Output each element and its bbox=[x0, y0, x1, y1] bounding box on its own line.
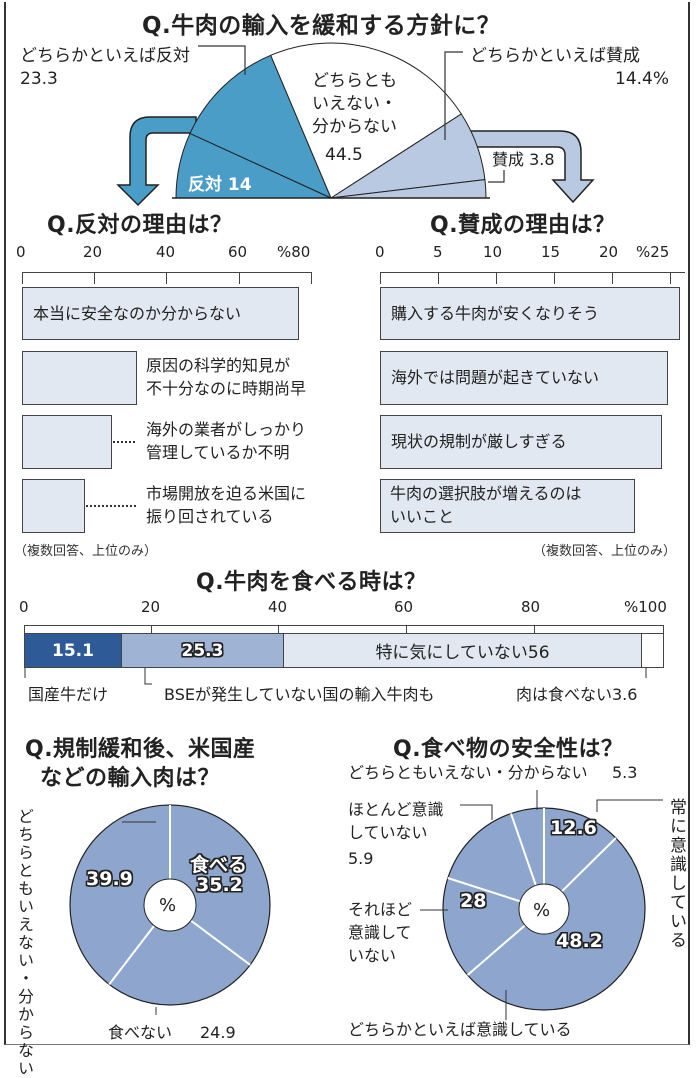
label-oppose-reason-3: 海外の業者がしっかり bbox=[146, 420, 307, 439]
title-imported-meat-1: Q.規制緩和後、米国産 bbox=[25, 737, 256, 762]
value-unsure: 39.9 bbox=[86, 868, 133, 890]
label-oppose-reason-4: 振り回されている bbox=[146, 507, 274, 526]
tick-label: 15 bbox=[541, 243, 561, 261]
value-hardly-aware: 5.9 bbox=[348, 849, 374, 868]
label-somewhat-oppose: どちらかといえば反対 bbox=[20, 46, 190, 66]
bar-support-reason-3: 現状の規制が厳しすぎる bbox=[380, 415, 662, 469]
tick-label: 0 bbox=[16, 243, 26, 261]
bar-support-reason-1: 購入する牛肉が安くなりそう bbox=[380, 287, 680, 340]
label-oppose: 反対 14 bbox=[188, 175, 252, 195]
donut-center-percent: % bbox=[533, 900, 551, 921]
donut-food-safety bbox=[442, 807, 646, 1011]
title-eating-beef: Q.牛肉を食べる時は？ bbox=[196, 570, 427, 595]
bar-support-reason-4 bbox=[380, 479, 635, 533]
label-oppose-reason-2: 原因の科学的知見が bbox=[146, 356, 291, 375]
title-food-safety: Q.食べ物の安全性は？ bbox=[393, 737, 624, 762]
label-no-eat: 食べない bbox=[108, 1023, 173, 1042]
bar-oppose-reason-2 bbox=[22, 351, 137, 405]
value-no-eat: 24.9 bbox=[200, 1023, 236, 1042]
bar-oppose-reason-4 bbox=[22, 479, 85, 533]
label-food-unsure: どちらともいえない・分からない bbox=[348, 763, 588, 782]
label-support-reason-4: いいこと bbox=[390, 507, 455, 526]
title-oppose-reasons: Q.反対の理由は？ bbox=[47, 213, 233, 238]
label-not-much-aware-1: それほど bbox=[348, 900, 413, 919]
value-somewhat-support: 14.4% bbox=[615, 69, 670, 89]
donut-center-percent: % bbox=[159, 895, 177, 916]
label-support-reason-4: 牛肉の選択肢が増えるのは bbox=[390, 484, 582, 503]
label-oppose-reason-2: 不十分なのに時期尚早 bbox=[146, 379, 307, 398]
stacked-bar-eating-beef: 15.1 25.3 特に気にしていない56 bbox=[24, 633, 664, 668]
segment-dont-care: 特に気にしていない56 bbox=[284, 634, 642, 667]
bar-oppose-reason-1: 本当に安全なのか分からない bbox=[22, 287, 299, 340]
chart-frame bbox=[4, 2, 690, 1045]
tick-label: 10 bbox=[483, 243, 503, 261]
tick-label: 40 bbox=[268, 598, 288, 616]
tick-label: 60 bbox=[394, 598, 414, 616]
tick-label: 20 bbox=[599, 243, 619, 261]
label-hardly-aware-1: ほとんど意識 bbox=[348, 800, 444, 819]
bar-oppose-reason-3 bbox=[22, 415, 112, 469]
value-food-unsure: 5.3 bbox=[612, 763, 638, 782]
value-always-aware: 12.6 bbox=[550, 817, 597, 839]
label-no-meat: 肉は食べない3.6 bbox=[516, 685, 638, 704]
dotted-leader bbox=[113, 441, 135, 443]
half-pie-import-policy bbox=[116, 42, 595, 207]
x-axis bbox=[24, 625, 664, 637]
title-support-reasons: Q.賛成の理由は？ bbox=[430, 213, 616, 238]
tick-label: 80 bbox=[521, 598, 541, 616]
note-multiple-answers: （複数回答、上位のみ） bbox=[14, 544, 158, 559]
label-always-aware: 常に意識している bbox=[666, 798, 686, 950]
tick-label: 60 bbox=[228, 243, 248, 261]
value-somewhat-oppose: 23.3 bbox=[20, 69, 58, 89]
tick-label: 20 bbox=[141, 598, 161, 616]
segment-no-meat bbox=[642, 634, 663, 667]
title-import-policy: Q.牛肉の輸入を緩和する方針に？ bbox=[142, 13, 501, 39]
x-axis bbox=[22, 272, 312, 284]
tick-label: 20 bbox=[83, 243, 103, 261]
value-neutral: 44.5 bbox=[325, 145, 363, 165]
tick-label: %25 bbox=[636, 243, 670, 261]
title-imported-meat-2: などの輸入肉は？ bbox=[40, 766, 221, 791]
label-support: 賛成 3.8 bbox=[492, 150, 555, 169]
dotted-leader bbox=[86, 505, 136, 507]
label-neutral-1: どちらとも bbox=[312, 71, 397, 91]
tick-label: %80 bbox=[277, 243, 311, 261]
stack-leaders bbox=[24, 668, 647, 685]
label-somewhat-support: どちらかといえば賛成 bbox=[470, 46, 640, 66]
value-eat: 35.2 bbox=[196, 874, 243, 896]
label-oppose-reason-3: 管理しているか不明 bbox=[146, 443, 290, 462]
label-neutral-2: いえない・ bbox=[312, 94, 397, 114]
tick-label: 0 bbox=[19, 598, 29, 616]
label-import-ok: BSEが発生していない国の輸入牛肉も bbox=[164, 685, 435, 704]
tick-label: %100 bbox=[624, 598, 667, 616]
food-safety-leaders bbox=[420, 790, 663, 1020]
label-hardly-aware-2: していない bbox=[348, 823, 428, 842]
tick-label: 0 bbox=[375, 243, 385, 261]
label-eat: 食べる bbox=[190, 854, 248, 876]
value-not-much-aware: 28 bbox=[460, 890, 487, 912]
label-oppose-reason-4: 市場開放を迫る米国に bbox=[146, 484, 307, 503]
donut-imported-meat bbox=[69, 804, 271, 1015]
value-somewhat-aware: 48.2 bbox=[556, 930, 603, 952]
label-domestic-only: 国産牛だけ bbox=[28, 685, 109, 704]
x-axis bbox=[380, 272, 685, 284]
note-multiple-answers: （複数回答、上位のみ） bbox=[533, 544, 677, 559]
tick-label: 40 bbox=[156, 243, 176, 261]
segment-domestic-only: 15.1 bbox=[25, 634, 122, 667]
label-unsure: どちらともいえない・分からない bbox=[15, 808, 34, 1078]
label-somewhat-aware: どちらかといえば意識している bbox=[348, 1020, 572, 1039]
arrow-to-support-icon bbox=[464, 130, 595, 204]
label-not-much-aware-2: 意識して bbox=[348, 923, 412, 942]
label-neutral-3: 分からない bbox=[312, 117, 397, 137]
tick-label: 5 bbox=[433, 243, 443, 261]
segment-import-ok: 25.3 bbox=[122, 634, 284, 667]
bar-support-reason-2: 海外では問題が起きていない bbox=[380, 351, 668, 405]
arrow-to-oppose-icon bbox=[116, 116, 197, 207]
label-not-much-aware-3: いない bbox=[348, 946, 397, 965]
